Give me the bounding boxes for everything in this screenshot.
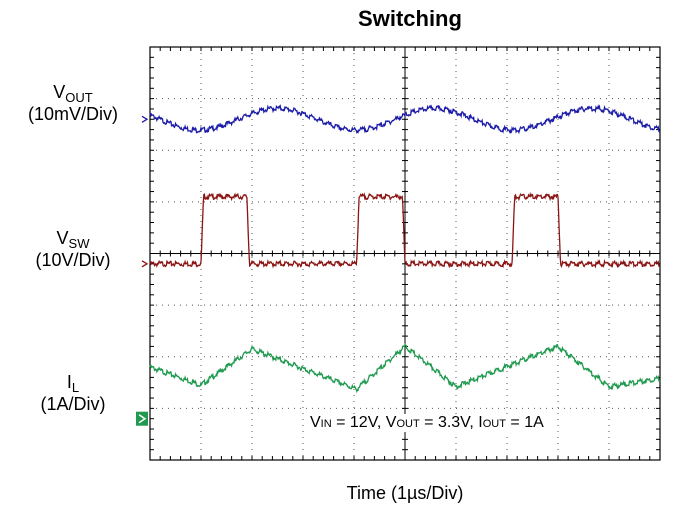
il-scale: (1A/Div) <box>40 394 106 414</box>
vout-label: VOUT (10mV/Div) <box>0 82 146 124</box>
test-conditions: VIN = 12V, VOUT = 3.3V, IOUT = 1A <box>308 414 546 432</box>
il-name: IL <box>66 372 80 395</box>
grid <box>149 46 661 461</box>
trace-vout <box>149 104 661 135</box>
vsw-name: VSW <box>56 228 90 251</box>
ch2-ground-marker-icon <box>141 260 149 268</box>
vsw-scale: (10V/Div) <box>35 250 111 270</box>
vsw-label: VSW (10V/Div) <box>0 228 146 270</box>
il-label: IL (1A/Div) <box>0 372 146 414</box>
ch1-ground-marker-icon <box>141 115 149 123</box>
trace-vsw <box>149 191 661 269</box>
vout-name: VOUT <box>53 82 93 105</box>
traces <box>149 104 661 394</box>
trace-il <box>149 343 661 394</box>
il-marker-arrow-icon <box>138 414 147 424</box>
vout-scale: (10mV/Div) <box>27 104 118 124</box>
chart-title: Switching <box>358 6 462 31</box>
x-axis-label: Time (1µs/Div) <box>346 483 464 503</box>
channel-markers <box>136 115 149 426</box>
